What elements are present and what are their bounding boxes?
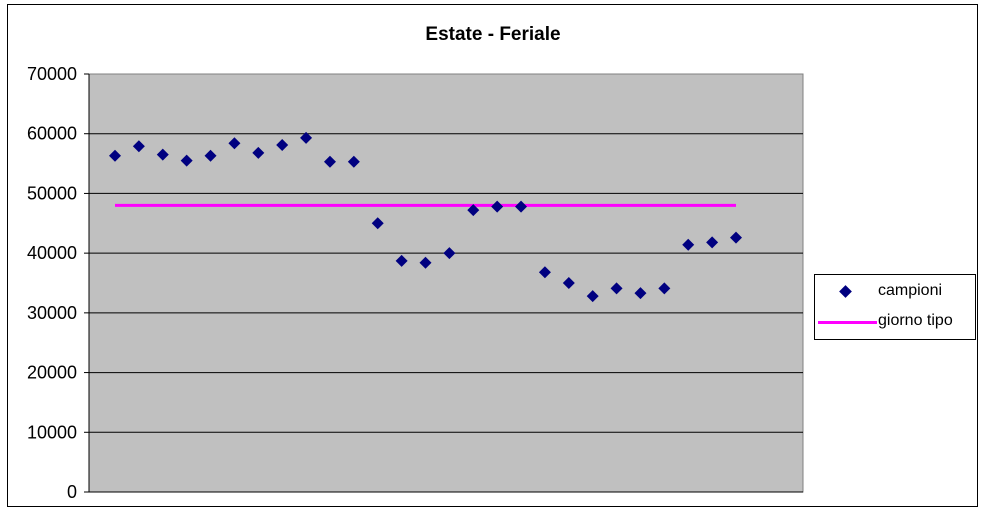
data-point-campioni [443, 247, 456, 260]
data-point-campioni [562, 277, 575, 289]
data-point-campioni [586, 290, 599, 303]
data-point-campioni [132, 140, 145, 153]
data-point-campioni [228, 137, 241, 150]
data-point-campioni [682, 238, 695, 251]
data-point-campioni [252, 146, 265, 159]
y-tick-label: 40000 [27, 243, 77, 263]
data-point-campioni [515, 200, 528, 213]
legend-label-campioni: campioni [878, 282, 943, 299]
data-point-campioni [109, 149, 121, 162]
data-point-campioni [156, 148, 169, 161]
y-axis: 0 10000 20000 30000 40000 50000 60000 70000 [27, 64, 803, 502]
y-tick-label: 0 [67, 482, 77, 502]
y-tick-label: 10000 [27, 422, 77, 442]
data-point-campioni [395, 254, 408, 267]
data-point-campioni [491, 200, 504, 213]
data-point-campioni [347, 155, 360, 168]
data-point-campioni [204, 149, 217, 162]
plot-area [88, 73, 804, 493]
y-tick-label: 20000 [27, 363, 77, 383]
y-tick-label: 60000 [27, 124, 77, 144]
y-tick-label: 70000 [27, 64, 77, 84]
gridlines [89, 133, 803, 433]
data-point-campioni [538, 266, 551, 279]
diamond-marker-icon [839, 285, 852, 298]
legend-label-giorno-tipo: giorno tipo [878, 312, 953, 329]
data-point-campioni [180, 154, 193, 167]
legend: campioni giorno tipo [814, 274, 976, 340]
data-point-campioni [300, 131, 313, 144]
data-point-campioni [634, 287, 647, 300]
line-marker-icon [818, 321, 877, 324]
data-point-campioni [419, 256, 432, 269]
data-point-campioni [371, 217, 384, 230]
chart-title: Estate - Feriale [425, 24, 560, 45]
legend-item-campioni: campioni [815, 281, 975, 305]
data-point-campioni [610, 282, 623, 295]
series-layer [109, 131, 742, 303]
data-point-campioni [323, 155, 336, 168]
y-tick-label: 50000 [27, 183, 77, 203]
y-tick-label: 30000 [27, 303, 77, 323]
data-point-campioni [730, 231, 742, 244]
data-point-campioni [658, 282, 671, 295]
data-point-campioni [276, 139, 289, 152]
data-point-campioni [706, 236, 719, 249]
legend-item-giorno-tipo: giorno tipo [815, 311, 975, 335]
data-point-campioni [467, 204, 480, 217]
